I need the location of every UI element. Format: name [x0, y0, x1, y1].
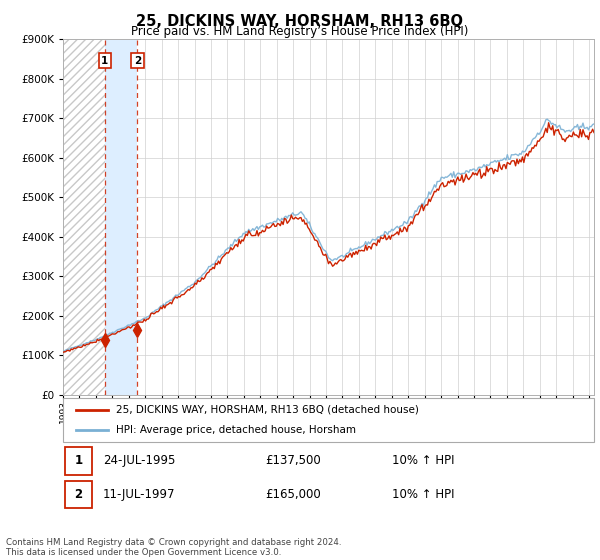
Text: Contains HM Land Registry data © Crown copyright and database right 2024.
This d: Contains HM Land Registry data © Crown c… — [6, 538, 341, 557]
Text: £165,000: £165,000 — [265, 488, 320, 501]
Bar — [63, 39, 105, 395]
Text: 1: 1 — [101, 55, 109, 66]
Text: 25, DICKINS WAY, HORSHAM, RH13 6BQ: 25, DICKINS WAY, HORSHAM, RH13 6BQ — [137, 14, 464, 29]
Text: 10% ↑ HPI: 10% ↑ HPI — [392, 454, 455, 468]
Text: Price paid vs. HM Land Registry’s House Price Index (HPI): Price paid vs. HM Land Registry’s House … — [131, 25, 469, 38]
Text: HPI: Average price, detached house, Horsham: HPI: Average price, detached house, Hors… — [116, 425, 356, 435]
Text: 2: 2 — [134, 55, 141, 66]
Text: 24-JUL-1995: 24-JUL-1995 — [103, 454, 175, 468]
FancyBboxPatch shape — [65, 447, 92, 474]
Text: 11-JUL-1997: 11-JUL-1997 — [103, 488, 175, 501]
Text: 1: 1 — [74, 454, 82, 468]
Text: £137,500: £137,500 — [265, 454, 320, 468]
Bar — [105, 39, 137, 395]
Text: 10% ↑ HPI: 10% ↑ HPI — [392, 488, 455, 501]
FancyBboxPatch shape — [63, 398, 594, 442]
Text: 2: 2 — [74, 488, 82, 501]
FancyBboxPatch shape — [65, 481, 92, 508]
Text: 25, DICKINS WAY, HORSHAM, RH13 6BQ (detached house): 25, DICKINS WAY, HORSHAM, RH13 6BQ (deta… — [116, 405, 419, 415]
